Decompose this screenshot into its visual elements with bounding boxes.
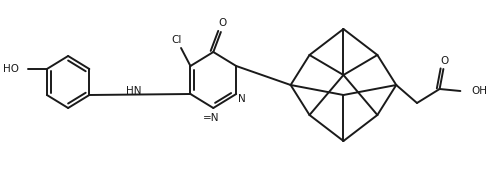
Text: Cl: Cl [171, 35, 181, 45]
Text: OH: OH [472, 86, 486, 96]
Text: N: N [238, 94, 246, 104]
Text: =N: =N [203, 113, 220, 123]
Text: HO: HO [2, 64, 18, 74]
Text: O: O [219, 18, 227, 28]
Text: O: O [440, 56, 449, 66]
Text: HN: HN [126, 86, 142, 96]
